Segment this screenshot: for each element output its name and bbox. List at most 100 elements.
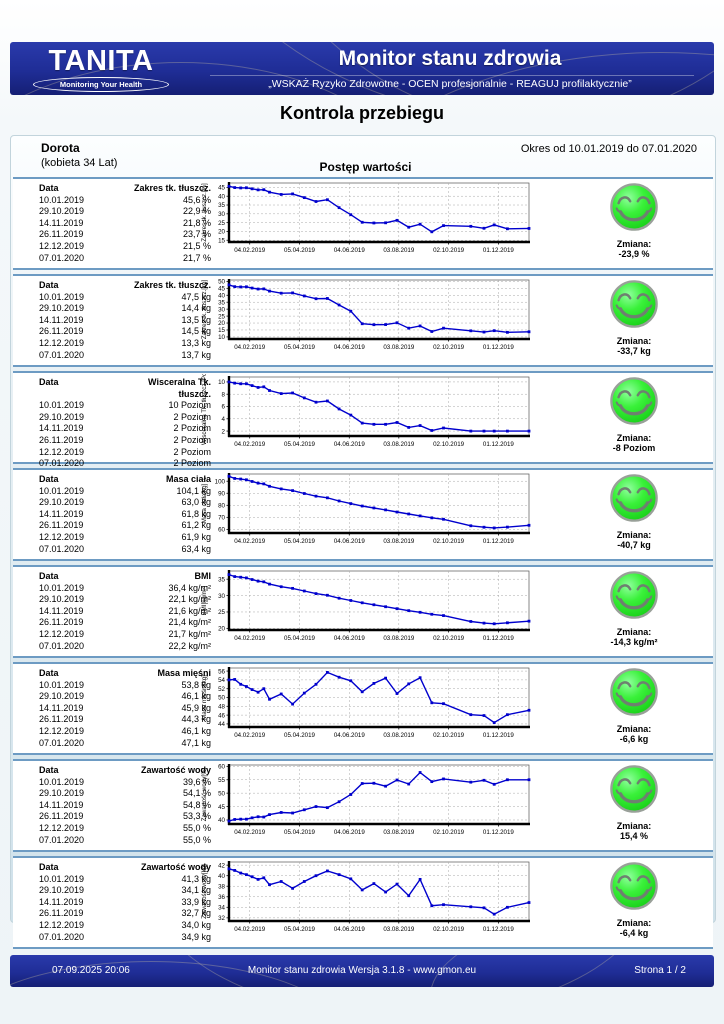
svg-text:04.02.2019: 04.02.2019 [234,441,266,448]
measurement-value: 53,8 kg [181,679,211,690]
svg-text:02.10.2019: 02.10.2019 [433,344,465,351]
measurement-value: 2 Poziom [173,423,211,434]
tanita-logo-text: TANITA [48,45,154,77]
table-row: 26.11.2019 53,3 % [39,811,211,823]
change-value: -14,3 kg/m² [610,637,658,647]
measurement-value: 21,4 kg/m² [168,617,211,628]
change-value: -40,7 kg [617,540,651,550]
date-column-header: Data [39,668,59,678]
svg-text:40: 40 [218,193,225,200]
measurement-date: 10.01.2019 [39,873,85,884]
table-row: 12.12.2019 21,5 % [39,241,211,253]
measurement-value: 36,4 kg/m² [168,582,211,593]
table-row: 07.01.2020 55,0 % [39,835,211,847]
measurement-date: 26.11.2019 [39,714,84,725]
metric-column-header: Masa ciała [165,474,211,484]
svg-text:25: 25 [218,313,225,320]
metric-column-header: Wisceralna Tk. tłuszcz. [148,377,211,399]
date-column-header: Data [39,765,59,775]
svg-text:6: 6 [222,404,226,411]
metric-column-header: Zakres tk. tłuszcz. [133,280,211,290]
measurement-value: 61,9 kg [181,531,211,542]
svg-text:25: 25 [218,609,225,616]
table-row: 07.01.2020 21,7 % [39,253,211,265]
svg-text:02.10.2019: 02.10.2019 [433,926,465,933]
svg-text:55: 55 [218,777,225,784]
table-row: 10.01.2019 104,1 kg [39,486,211,498]
table-header: Data Masa ciała [39,474,211,486]
svg-text:30: 30 [218,211,225,218]
table-row: 10.01.2019 36,4 kg/m² [39,583,211,595]
svg-text:04.02.2019: 04.02.2019 [234,732,266,739]
svg-text:30: 30 [218,593,225,600]
table-row: 10.01.2019 41,3 kg [39,874,211,886]
svg-text:44: 44 [218,721,225,728]
happy-smiley-icon [610,280,658,328]
change-value: 15,4 % [619,831,649,841]
change-label: Zmiana: [616,918,652,928]
svg-text:02.10.2019: 02.10.2019 [433,635,465,642]
svg-text:03.08.2019: 03.08.2019 [383,344,415,351]
svg-text:60: 60 [218,527,225,534]
happy-smiley-icon [610,183,658,231]
happy-smiley-icon [610,377,658,425]
measurement-value: 44,3 kg [181,714,211,725]
trend-line-chart: 40 45 50 55 60 04.02.2019 05.04.2019 04.06.2019… [201,764,531,836]
metric-column-header: Zakres tk. tłuszcz. [133,183,211,193]
happy-smiley-icon [610,571,658,619]
happy-smiley-icon [610,862,658,910]
table-row: 12.12.2019 2 Poziom [39,447,211,459]
measurement-value: 55,0 % [182,834,211,845]
svg-text:25: 25 [218,220,225,227]
measurement-date: 14.11.2019 [39,799,84,810]
table-row: 29.10.2019 22,1 kg/m² [39,594,211,606]
svg-text:04.02.2019: 04.02.2019 [234,538,266,545]
status-block: Zmiana: -14,3 kg/m² [553,569,715,647]
y-axis-label: Zakres tk. tłuszcz.[kg] [201,279,208,339]
measurement-value: 14,4 kg [181,303,211,314]
svg-text:50: 50 [218,790,225,797]
measurement-date: 29.10.2019 [39,206,85,217]
table-row: 14.11.2019 2 Poziom [39,423,211,435]
measurement-date: 14.11.2019 [39,605,84,616]
measurement-date: 26.11.2019 [39,520,84,531]
measurement-value: 21,7 % [182,252,211,263]
trend-chart: 40 45 50 55 60 04.02.2019 05.04.2019 04.06.2019… [199,762,536,851]
measurement-value: 34,9 kg [181,931,211,942]
measurement-value: 47,1 kg [181,737,211,748]
svg-text:01.12.2019: 01.12.2019 [483,635,515,642]
status-block: Zmiana: -23,9 % [553,181,715,259]
svg-text:20: 20 [218,229,225,236]
table-row: 14.11.2019 21,8 % [39,218,211,230]
measurement-value: 47,5 kg [181,291,211,302]
measurement-value: 63,0 kg [181,497,211,508]
trend-line-chart: 20 25 30 35 04.02.2019 05.04.2019 04.06.2019 03… [201,570,531,642]
svg-text:54: 54 [218,677,225,684]
table-row: 14.11.2019 33,9 kg [39,897,211,909]
table-row: 14.11.2019 54,8 % [39,800,211,812]
svg-text:01.12.2019: 01.12.2019 [483,829,515,836]
metric-column-header: BMI [194,571,212,581]
measurement-value: 55,0 % [182,822,211,833]
status-block: Zmiana: 15,4 % [553,763,715,841]
measurement-date: 10.01.2019 [39,485,85,496]
measurement-date: 29.10.2019 [39,497,85,508]
svg-text:04.06.2019: 04.06.2019 [334,732,366,739]
section-title: Postęp wartości [319,160,412,174]
measurement-value: 54,8 % [182,799,211,810]
footer-version: Monitor stanu zdrowia Wersja 3.1.8 - www… [247,965,477,976]
trend-chart: 10 15 20 25 30 35 40 45 50 04.02.2019 05.04.2019 04… [199,277,536,366]
svg-text:04.02.2019: 04.02.2019 [234,926,266,933]
measurement-date: 12.12.2019 [39,628,85,639]
change-value: -8 Poziom [612,443,656,453]
table-row: 14.11.2019 45,9 kg [39,703,211,715]
measurement-value: 22,1 kg/m² [168,594,211,605]
date-column-header: Data [39,280,59,290]
table-row: 10.01.2019 10 Poziom [39,400,211,412]
metric-row: Data Zakres tk. tłuszcz. 10.01.2019 47,5 kg… [13,274,713,367]
svg-text:01.12.2019: 01.12.2019 [483,441,515,448]
measurement-date: 14.11.2019 [39,702,84,713]
measurement-date: 14.11.2019 [39,896,84,907]
